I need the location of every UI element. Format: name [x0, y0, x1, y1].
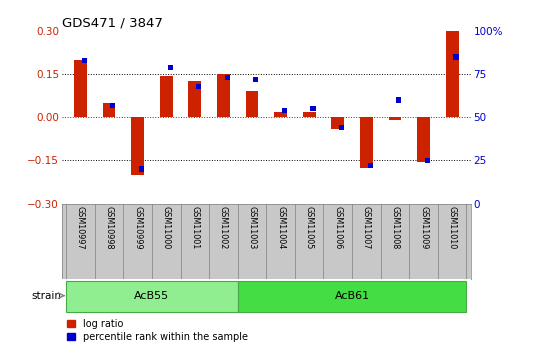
Bar: [66, 281, 238, 312]
Text: GDS471 / 3847: GDS471 / 3847: [62, 17, 162, 30]
Text: AcB55: AcB55: [134, 291, 169, 300]
Text: AcB61: AcB61: [335, 291, 370, 300]
Bar: [339, 125, 344, 130]
Text: GSM11003: GSM11003: [247, 206, 257, 249]
Text: GSM11002: GSM11002: [219, 206, 228, 249]
Bar: [360, 117, 373, 168]
Bar: [454, 55, 458, 60]
Bar: [238, 281, 466, 312]
Bar: [331, 117, 344, 129]
Text: GSM11001: GSM11001: [190, 206, 199, 249]
Bar: [282, 108, 287, 113]
Bar: [310, 106, 316, 111]
Text: GSM10999: GSM10999: [133, 206, 142, 249]
Text: GSM10998: GSM10998: [104, 206, 114, 249]
Bar: [196, 84, 201, 89]
Bar: [167, 65, 173, 70]
Text: GSM11004: GSM11004: [276, 206, 285, 249]
Text: GSM11008: GSM11008: [391, 206, 400, 249]
Text: GSM11009: GSM11009: [419, 206, 428, 249]
Bar: [425, 158, 430, 163]
Bar: [131, 117, 144, 175]
Text: GSM11006: GSM11006: [334, 206, 342, 249]
Text: GSM11005: GSM11005: [305, 206, 314, 249]
Bar: [160, 77, 173, 117]
Text: GSM11000: GSM11000: [162, 206, 171, 249]
Bar: [274, 111, 287, 117]
Text: strain: strain: [31, 291, 61, 300]
Text: GSM11007: GSM11007: [362, 206, 371, 249]
Bar: [388, 117, 401, 120]
Bar: [217, 73, 230, 117]
Bar: [225, 75, 230, 80]
Text: GSM11010: GSM11010: [448, 206, 457, 249]
Bar: [82, 58, 87, 63]
Bar: [74, 60, 87, 117]
Bar: [103, 103, 116, 117]
Bar: [110, 103, 116, 108]
Legend: log ratio, percentile rank within the sample: log ratio, percentile rank within the sa…: [67, 319, 248, 342]
Text: GSM10997: GSM10997: [76, 206, 85, 249]
Bar: [367, 163, 373, 168]
Bar: [253, 77, 258, 82]
Bar: [445, 31, 458, 117]
Bar: [188, 81, 201, 117]
Bar: [417, 117, 430, 162]
Bar: [139, 167, 144, 171]
Bar: [245, 91, 258, 117]
Bar: [397, 98, 401, 103]
Bar: [303, 111, 316, 117]
